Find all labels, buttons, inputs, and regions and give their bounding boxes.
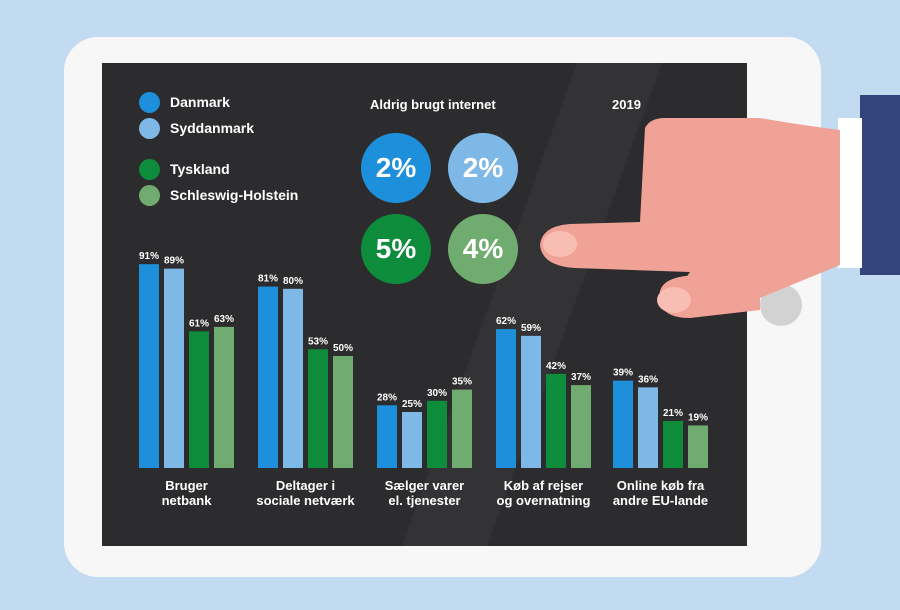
legend-swatch	[139, 185, 160, 206]
data-label: 80%	[283, 276, 303, 287]
data-label: 50%	[333, 343, 353, 354]
bar	[571, 385, 591, 468]
hand	[540, 118, 840, 318]
never-used-title: Aldrig brugt internet	[370, 97, 496, 112]
never-used-circle-syddanmark: 2%	[448, 133, 518, 203]
sleeve-cuff	[860, 95, 900, 275]
data-label: 42%	[546, 361, 566, 372]
bar	[663, 420, 683, 468]
year-label: 2019	[612, 97, 641, 112]
data-label: 81%	[258, 274, 278, 285]
bar	[496, 329, 516, 468]
bar	[613, 380, 633, 468]
data-label: 30%	[427, 388, 447, 399]
bar	[427, 400, 447, 468]
category-label: el. tjenester	[388, 493, 460, 508]
bar	[521, 335, 541, 468]
data-label: 39%	[613, 368, 633, 379]
bar	[688, 425, 708, 468]
data-label: 36%	[638, 374, 658, 385]
data-label: 53%	[308, 336, 328, 347]
category-label: andre EU-lande	[613, 493, 708, 508]
bar	[638, 387, 658, 468]
data-label: 61%	[189, 318, 209, 329]
data-label: 19%	[688, 412, 708, 423]
data-label: 89%	[164, 256, 184, 267]
legend-swatch	[139, 118, 160, 139]
category-label: Bruger	[165, 478, 208, 493]
bar	[214, 326, 234, 468]
never-used-circle-schleswig-holstein: 4%	[448, 214, 518, 284]
data-label: 37%	[571, 372, 591, 383]
bar	[452, 389, 472, 468]
legend-label: Danmark	[170, 94, 230, 110]
never-used-circle-tyskland: 5%	[361, 214, 431, 284]
data-label: 25%	[402, 399, 422, 410]
category-label: sociale netværk	[256, 493, 355, 508]
bar	[258, 286, 278, 468]
bar	[164, 268, 184, 468]
data-label: 63%	[214, 314, 234, 325]
bar	[283, 288, 303, 468]
bar	[402, 412, 422, 468]
never-used-circle-danmark: 2%	[361, 133, 431, 203]
bar	[333, 356, 353, 468]
legend-label: Tyskland	[170, 161, 230, 177]
legend-swatch	[139, 92, 160, 113]
category-label: Sælger varer	[385, 478, 465, 493]
legend-swatch	[139, 159, 160, 180]
bar	[546, 373, 566, 468]
data-label: 62%	[496, 316, 516, 327]
bar	[308, 349, 328, 468]
thumb-tip	[657, 287, 691, 313]
legend-label: Syddanmark	[170, 120, 255, 136]
legend-label: Schleswig-Holstein	[170, 187, 299, 203]
data-label: 28%	[377, 392, 397, 403]
fingertip	[543, 231, 577, 257]
bar	[139, 264, 159, 468]
shirt-cuff	[838, 118, 862, 268]
category-label: Køb af rejser	[504, 478, 583, 493]
category-label: Deltager i	[276, 478, 335, 493]
bar	[377, 405, 397, 468]
category-label: Online køb fra	[617, 478, 705, 493]
data-label: 35%	[452, 377, 472, 388]
category-label: netbank	[162, 493, 213, 508]
bar	[189, 331, 209, 468]
category-label: og overnatning	[497, 493, 591, 508]
data-label: 59%	[521, 323, 541, 334]
data-label: 91%	[139, 251, 159, 262]
data-label: 21%	[663, 408, 683, 419]
